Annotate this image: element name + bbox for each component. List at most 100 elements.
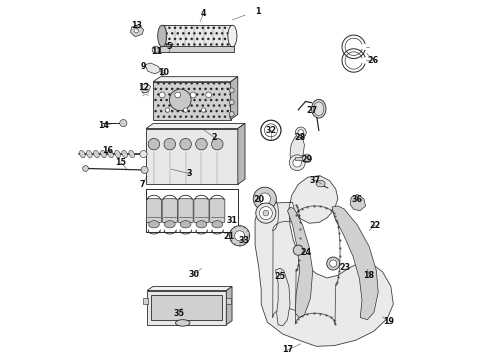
Text: 3: 3 [187, 169, 192, 178]
Text: 5: 5 [167, 42, 172, 51]
Text: 28: 28 [294, 133, 305, 142]
Polygon shape [275, 268, 290, 326]
Text: 29: 29 [301, 155, 313, 163]
FancyBboxPatch shape [162, 199, 177, 222]
Circle shape [229, 226, 250, 246]
Ellipse shape [212, 221, 222, 228]
Ellipse shape [161, 71, 165, 73]
Text: 30: 30 [188, 270, 199, 279]
Circle shape [196, 138, 207, 150]
Bar [146, 189, 238, 232]
Bar [151, 295, 222, 320]
Ellipse shape [175, 320, 190, 326]
Polygon shape [255, 176, 393, 346]
Text: 2: 2 [212, 133, 217, 142]
Text: 16: 16 [102, 146, 113, 155]
Text: 11: 11 [151, 47, 162, 56]
Circle shape [159, 92, 165, 98]
Circle shape [83, 166, 88, 171]
FancyBboxPatch shape [178, 199, 193, 222]
Circle shape [212, 138, 223, 150]
Ellipse shape [148, 221, 159, 228]
Circle shape [253, 187, 276, 210]
Text: 1: 1 [255, 7, 260, 16]
Circle shape [256, 203, 276, 223]
Circle shape [259, 193, 270, 204]
Text: 17: 17 [282, 346, 293, 354]
Ellipse shape [79, 150, 85, 158]
Circle shape [327, 257, 340, 270]
Text: 14: 14 [98, 121, 109, 130]
Text: 22: 22 [369, 220, 381, 230]
Circle shape [152, 46, 159, 53]
Circle shape [259, 207, 272, 220]
Circle shape [180, 138, 192, 150]
Circle shape [190, 92, 196, 98]
Polygon shape [141, 83, 151, 93]
Polygon shape [332, 206, 378, 320]
Circle shape [293, 158, 301, 167]
Ellipse shape [108, 150, 113, 158]
Polygon shape [147, 287, 232, 291]
Bar [160, 46, 234, 52]
FancyBboxPatch shape [210, 199, 225, 222]
Circle shape [303, 154, 311, 163]
Bar [226, 298, 231, 304]
Ellipse shape [158, 25, 167, 47]
Text: 4: 4 [201, 9, 206, 18]
Polygon shape [290, 134, 304, 163]
Text: 33: 33 [239, 236, 250, 245]
Text: 23: 23 [340, 263, 351, 272]
Polygon shape [238, 123, 245, 184]
Circle shape [170, 89, 191, 111]
Ellipse shape [314, 102, 324, 116]
Polygon shape [130, 24, 144, 37]
Circle shape [141, 166, 148, 174]
Text: 12: 12 [138, 83, 149, 92]
Ellipse shape [122, 150, 127, 158]
Ellipse shape [196, 221, 207, 228]
Ellipse shape [161, 69, 165, 71]
Text: 26: 26 [367, 56, 378, 65]
Circle shape [293, 245, 303, 255]
Text: 13: 13 [131, 21, 142, 30]
Ellipse shape [312, 99, 326, 118]
Text: 25: 25 [275, 272, 286, 281]
Circle shape [201, 108, 206, 112]
Bar [294, 157, 304, 160]
Text: 15: 15 [115, 158, 126, 167]
Text: 31: 31 [227, 216, 238, 225]
Circle shape [289, 155, 305, 171]
Ellipse shape [129, 150, 135, 158]
Polygon shape [350, 194, 366, 211]
Text: 32: 32 [266, 126, 276, 135]
Ellipse shape [115, 150, 121, 158]
Text: 21: 21 [223, 233, 234, 242]
Polygon shape [226, 287, 232, 325]
Polygon shape [147, 291, 226, 325]
Circle shape [120, 120, 127, 127]
Ellipse shape [87, 150, 92, 158]
Circle shape [265, 124, 277, 137]
Ellipse shape [100, 150, 106, 158]
Polygon shape [231, 77, 238, 120]
Circle shape [229, 112, 234, 117]
Polygon shape [146, 123, 245, 129]
Circle shape [148, 138, 160, 150]
Polygon shape [146, 129, 238, 184]
Circle shape [235, 231, 245, 241]
Circle shape [164, 138, 175, 150]
Ellipse shape [316, 180, 325, 187]
Circle shape [166, 108, 170, 112]
Ellipse shape [228, 25, 237, 47]
Circle shape [175, 92, 180, 98]
Text: 37: 37 [310, 176, 320, 185]
Circle shape [330, 260, 337, 267]
Polygon shape [153, 82, 231, 120]
Circle shape [229, 88, 234, 93]
Ellipse shape [164, 221, 175, 228]
Circle shape [298, 130, 304, 135]
Circle shape [295, 127, 306, 138]
Bar [143, 298, 148, 304]
Polygon shape [288, 207, 313, 318]
